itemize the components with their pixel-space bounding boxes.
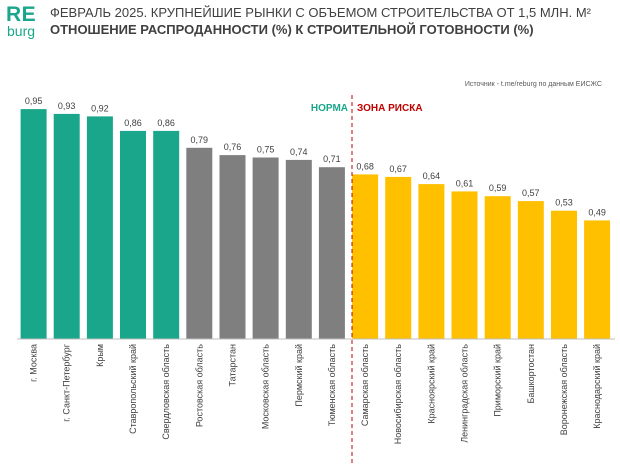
category-label-14: Приморский край <box>493 344 503 417</box>
value-label-10: 0,68 <box>356 161 374 171</box>
category-label-6: Татарстан <box>228 344 238 386</box>
bar-10 <box>352 174 379 339</box>
source-note: Источник - t.me/reburg по данным ЕИСЖС <box>464 81 602 88</box>
bar-1 <box>53 113 80 340</box>
category-label-8: Пермский край <box>294 344 304 407</box>
value-label-16: 0,53 <box>555 198 573 208</box>
category-labels-group: г. Москва г. Санкт-Петербург Крым Ставропол… <box>29 343 602 445</box>
value-label-0: 0,95 <box>25 96 43 106</box>
bar-5 <box>186 147 213 339</box>
category-label-1: г. Санкт-Петербург <box>62 343 72 421</box>
bar-2 <box>86 116 113 340</box>
value-label-3: 0,86 <box>124 118 142 128</box>
category-label-16: Воронежская область <box>559 344 569 436</box>
category-label-5: Ростовская область <box>194 344 204 427</box>
value-label-11: 0,67 <box>389 164 407 174</box>
value-label-2: 0,92 <box>91 103 109 113</box>
value-label-6: 0,76 <box>224 142 242 152</box>
chart-subtitle: ОТНОШЕНИЕ РАСПРОДАННОСТИ (%) К СТРОИТЕЛЬ… <box>50 22 534 37</box>
bar-8 <box>285 159 312 339</box>
category-label-2: Крым <box>95 344 105 367</box>
value-label-15: 0,57 <box>522 188 540 198</box>
category-label-10: Самарская область <box>360 344 370 426</box>
reburg-logo: RE burg <box>6 4 46 40</box>
bar-3 <box>120 130 146 339</box>
value-label-13: 0,61 <box>456 178 474 188</box>
category-label-0: г. Москва <box>29 344 39 382</box>
logo-text-top: RE <box>6 3 37 26</box>
chart-title: ФЕВРАЛЬ 2025. КРУПНЕЙШИЕ РЫНКИ С ОБЪЕМОМ… <box>50 5 591 20</box>
zone-label-norm: НОРМА <box>311 103 348 114</box>
bar-9 <box>318 167 345 339</box>
value-label-9: 0,71 <box>323 154 341 164</box>
category-label-13: Ленинградская область <box>460 344 470 443</box>
value-labels-group: 0,95 0,93 0,92 0,86 0,86 0,79 0,76 0,75 0,74 0,71… <box>25 96 606 217</box>
value-label-12: 0,64 <box>423 171 441 181</box>
bar-4 <box>153 130 180 339</box>
bar-11 <box>385 176 412 339</box>
bar-17 <box>584 220 611 339</box>
category-label-9: Тюменская область <box>327 344 337 427</box>
category-label-3: Ставропольский край <box>128 344 138 434</box>
bar-13 <box>451 191 478 339</box>
logo-text-bottom: burg <box>7 23 36 39</box>
bar-14 <box>484 196 511 339</box>
value-label-1: 0,93 <box>58 101 76 111</box>
category-label-12: Красноярский край <box>426 344 436 424</box>
bar-0 <box>20 109 47 339</box>
category-label-4: Свердловская область <box>161 344 171 440</box>
bar-6 <box>219 155 246 339</box>
category-label-15: Башкортостан <box>526 344 536 404</box>
value-label-4: 0,86 <box>157 118 175 128</box>
value-label-17: 0,49 <box>588 207 606 217</box>
category-label-17: Краснодарский край <box>592 344 602 429</box>
bar-12 <box>418 184 445 339</box>
category-label-11: Новосибирская область <box>393 344 403 445</box>
value-label-14: 0,59 <box>489 183 507 193</box>
zone-label-risk: ЗОНА РИСКА <box>357 103 423 114</box>
value-label-5: 0,79 <box>191 135 209 145</box>
bars-group <box>20 109 611 340</box>
bar-16 <box>551 210 577 339</box>
value-label-7: 0,75 <box>257 145 275 155</box>
value-label-8: 0,74 <box>290 147 308 157</box>
bar-7 <box>252 157 279 339</box>
category-label-7: Московская область <box>261 344 271 429</box>
bar-15 <box>517 201 544 339</box>
